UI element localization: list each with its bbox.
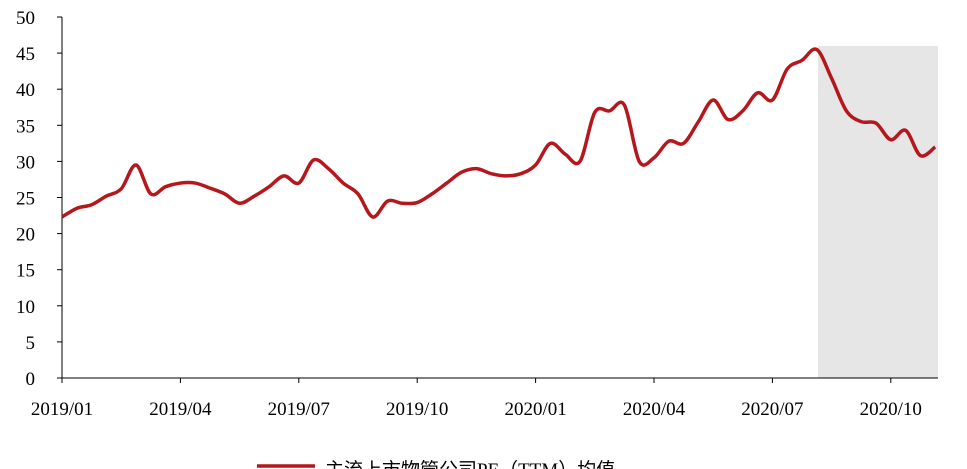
y-tick-label: 0	[26, 369, 36, 390]
x-tick-label: 2019/10	[386, 399, 448, 420]
y-tick-label: 35	[16, 116, 35, 137]
y-tick-label: 15	[16, 261, 35, 282]
y-tick-label: 10	[16, 297, 35, 318]
x-tick-label: 2020/07	[741, 399, 803, 420]
x-tick-label: 2019/01	[31, 399, 93, 420]
y-tick-label: 5	[26, 333, 36, 354]
x-tick-label: 2019/04	[149, 399, 212, 420]
y-tick-label: 25	[16, 189, 35, 210]
highlight-region	[818, 46, 938, 378]
x-tick-label: 2020/01	[504, 399, 566, 420]
y-tick-label: 45	[16, 44, 35, 65]
y-tick-label: 50	[16, 8, 35, 29]
legend-label: 主流上市物管公司PE（TTM）均值	[325, 459, 615, 469]
x-tick-label: 2020/10	[860, 399, 922, 420]
series-line	[61, 47, 937, 219]
x-tick-label: 2019/07	[268, 399, 330, 420]
y-tick-label: 20	[16, 225, 35, 246]
x-tick-label: 2020/04	[623, 399, 686, 420]
y-tick-label: 30	[16, 152, 35, 173]
y-tick-label: 40	[16, 80, 35, 101]
